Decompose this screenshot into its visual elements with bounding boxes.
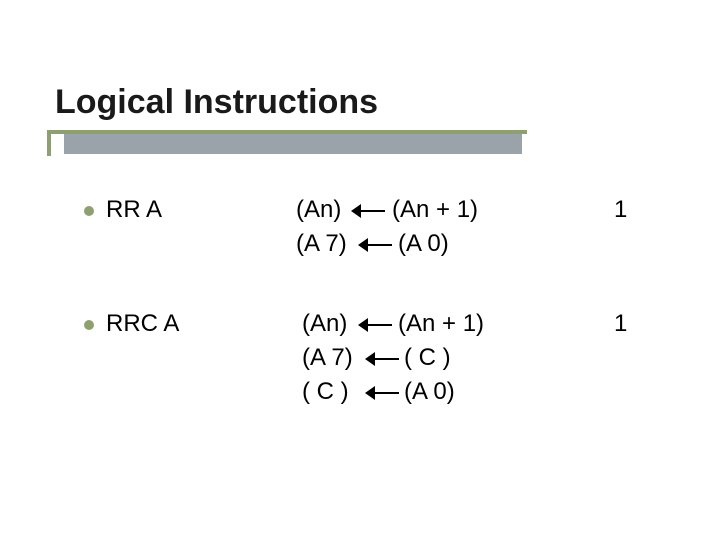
cycle-count: 1 <box>614 196 627 224</box>
instruction-label: RR A <box>106 196 162 224</box>
instruction-label: RRC A <box>106 310 179 338</box>
op-dst: (An) <box>296 196 341 224</box>
page-title: Logical Instructions <box>55 83 378 122</box>
op-src: (A 0) <box>404 378 455 406</box>
op-src: (An + 1) <box>392 196 478 224</box>
arrow-left-icon <box>365 352 399 366</box>
arrow-left-icon <box>358 318 392 332</box>
bullet-icon <box>84 320 94 330</box>
bullet-icon <box>84 206 94 216</box>
op-dst: ( C ) <box>302 378 349 406</box>
op-dst: (An) <box>302 310 347 338</box>
title-shadow <box>64 134 522 154</box>
op-src: ( C ) <box>404 344 451 372</box>
title-rule <box>47 130 527 134</box>
arrow-left-icon <box>351 204 385 218</box>
arrow-left-icon <box>365 386 399 400</box>
op-src: (An + 1) <box>398 310 484 338</box>
slide: Logical Instructions RR A (An) (An + 1) … <box>0 0 720 540</box>
op-src: (A 0) <box>398 230 449 258</box>
op-dst: (A 7) <box>296 230 347 258</box>
title-tick <box>47 130 51 156</box>
cycle-count: 1 <box>614 310 627 338</box>
arrow-left-icon <box>358 238 392 252</box>
op-dst: (A 7) <box>302 344 353 372</box>
